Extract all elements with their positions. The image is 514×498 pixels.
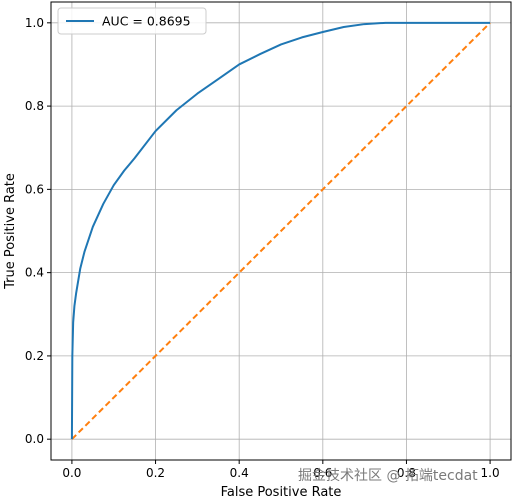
x-tick-label: 0.8	[397, 466, 416, 480]
y-tick-label: 0.0	[25, 432, 44, 446]
x-tick-label: 0.2	[146, 466, 165, 480]
legend-box	[57, 7, 207, 35]
baseline-diagonal-line	[71, 22, 491, 440]
roc-curve-line	[70, 21, 491, 440]
x-axis-label: False Positive Rate	[221, 485, 342, 498]
y-axis-label: True Positive Rate	[3, 173, 18, 290]
legend-label: AUC = 0.8695	[102, 14, 191, 29]
y-ticks: 0.0 0.2 0.4 0.6 0.8 1.0	[25, 16, 51, 446]
y-tick-label: 0.8	[25, 99, 44, 113]
grid-lines	[51, 2, 511, 460]
x-tick-label: 1.0	[481, 466, 500, 480]
x-tick-label: 0.6	[313, 466, 332, 480]
x-tick-label: 0.4	[230, 466, 249, 480]
x-ticks: 0.0 0.2 0.4 0.6 0.8 1.0	[62, 460, 500, 480]
y-tick-label: 1.0	[25, 16, 44, 30]
plot-frame	[50, 1, 512, 461]
y-tick-label: 0.6	[25, 182, 44, 196]
x-tick-label: 0.0	[62, 466, 81, 480]
y-tick-label: 0.4	[25, 266, 44, 280]
series-layer	[70, 21, 491, 440]
y-tick-label: 0.2	[25, 349, 44, 363]
watermark-text: 掘金技术社区 @ 拓端tecdat	[298, 468, 478, 484]
legend: AUC = 0.8695	[57, 7, 207, 35]
